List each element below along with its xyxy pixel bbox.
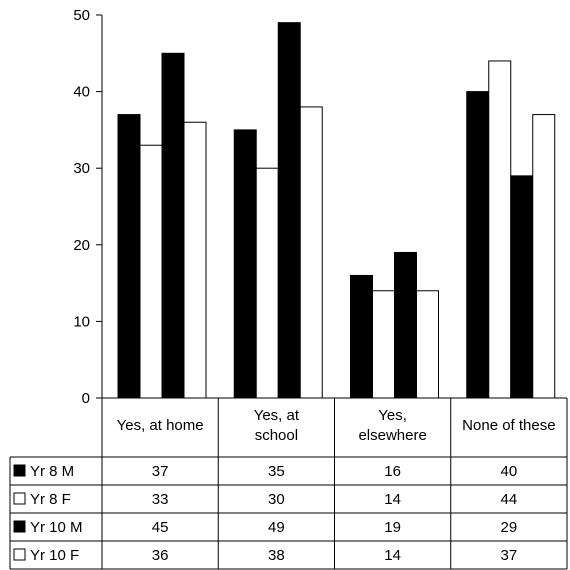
table-cell-value: 44 xyxy=(501,491,518,508)
legend-key xyxy=(13,492,26,505)
table-cell-value: 29 xyxy=(501,519,518,536)
data-table: Yes, at home Yes, at school Yes, elsewhere No… xyxy=(9,397,568,570)
table-cell-value: 16 xyxy=(384,463,401,480)
bar-yr-8-m-1 xyxy=(233,129,257,399)
table-cell-value: 30 xyxy=(268,491,285,508)
table-cell-value: 49 xyxy=(268,519,285,536)
legend-label: Yr 10 F xyxy=(30,547,79,564)
table-cell-value: 37 xyxy=(501,547,518,564)
table-cell-value: 33 xyxy=(152,491,169,508)
y-tick-label: 30 xyxy=(73,160,90,177)
category-label: Yes, xyxy=(378,407,407,424)
y-tick-label: 20 xyxy=(73,237,90,254)
category-label: Yes, at home xyxy=(117,417,204,434)
legend-label: Yr 10 M xyxy=(30,519,83,536)
table-cell-value: 40 xyxy=(501,463,518,480)
y-tick-label: 10 xyxy=(73,313,90,330)
table-cell-value: 45 xyxy=(152,519,169,536)
bar-yr-8-m-3 xyxy=(466,91,490,399)
table-cell-value: 35 xyxy=(268,463,285,480)
category-label: school xyxy=(255,427,298,444)
bar-yr-8-f-3 xyxy=(488,60,512,399)
y-tick-label: 0 xyxy=(82,390,90,407)
y-tick-label: 50 xyxy=(73,7,90,24)
bar-yr-10-m-1 xyxy=(277,22,301,399)
bar-yr-8-f-2 xyxy=(372,290,395,399)
bar-yr-8-m-2 xyxy=(350,274,373,399)
table-cell-value: 14 xyxy=(384,491,401,508)
bar-yr-10-m-3 xyxy=(510,175,534,399)
legend-key xyxy=(13,520,26,533)
bar-yr-10-m-2 xyxy=(394,251,417,399)
bars xyxy=(117,22,556,399)
table-cell-value: 38 xyxy=(268,547,285,564)
legend-label: Yr 8 F xyxy=(30,491,71,508)
category-label: None of these xyxy=(462,417,555,434)
y-axis: 0 10 20 30 40 50 xyxy=(73,7,103,407)
bar-yr-8-m-0 xyxy=(117,114,141,399)
table-cell-value: 14 xyxy=(384,547,401,564)
legend-key xyxy=(13,548,26,561)
bar-yr-10-m-0 xyxy=(161,52,185,399)
table-cell-value: 37 xyxy=(152,463,169,480)
y-tick-label: 40 xyxy=(73,84,90,101)
bar-yr-10-f-1 xyxy=(299,106,323,399)
table-cell-value: 36 xyxy=(152,547,169,564)
bar-yr-8-f-0 xyxy=(139,144,163,399)
table-cell-value: 19 xyxy=(384,519,401,536)
legend-key xyxy=(13,464,26,477)
legend-label: Yr 8 M xyxy=(30,463,74,480)
category-label: elsewhere xyxy=(358,427,426,444)
bar-yr-10-f-2 xyxy=(416,290,439,399)
bar-yr-10-f-3 xyxy=(532,114,556,399)
bar-yr-10-f-0 xyxy=(183,121,207,399)
category-label: Yes, at xyxy=(254,407,300,424)
bar-yr-8-f-1 xyxy=(255,167,279,399)
